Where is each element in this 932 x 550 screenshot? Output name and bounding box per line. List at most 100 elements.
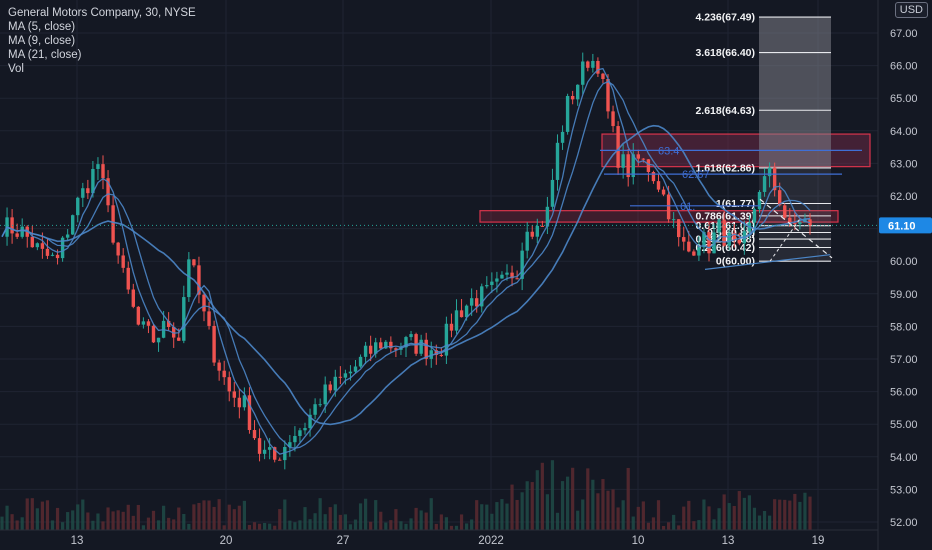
volume-bar: [66, 512, 70, 530]
candle-body: [722, 219, 726, 246]
trend-drawings[interactable]: [0, 149, 878, 270]
volume-bar: [96, 513, 100, 530]
candle-body: [459, 310, 464, 318]
candle-body: [348, 371, 353, 374]
volume-bar: [55, 507, 60, 530]
candle-body: [86, 188, 90, 194]
volume-bar: [30, 498, 34, 530]
volume-bar: [338, 514, 342, 530]
candle-body: [555, 142, 560, 180]
volume-bar: [722, 494, 726, 530]
trendline-lower[interactable]: [704, 254, 831, 270]
volume-bar: [540, 462, 544, 530]
volume-bar: [757, 515, 762, 530]
candle-body: [207, 311, 211, 326]
candle-body: [500, 274, 504, 279]
volume-bar: [641, 501, 645, 530]
y-tick-label: 55.00: [890, 419, 918, 431]
candle-body: [212, 325, 216, 363]
projection-leg[interactable]: [769, 218, 801, 262]
volume-bar: [510, 484, 514, 530]
projection-dashed-line[interactable]: [759, 198, 833, 259]
candle-body: [192, 259, 196, 266]
volume-bar: [121, 511, 125, 530]
legend-ma5[interactable]: MA (5, close): [8, 21, 76, 33]
volume-bar: [25, 498, 29, 530]
x-tick-label: 13: [71, 535, 84, 547]
x-tick-label: 13: [722, 535, 735, 547]
volume-bar: [384, 522, 388, 530]
candle-body: [495, 278, 499, 282]
volume-bar: [167, 517, 171, 530]
volume-bar: [91, 520, 95, 530]
currency-badge[interactable]: USD: [894, 2, 928, 18]
candle-body: [464, 305, 469, 318]
candle-body: [480, 286, 484, 307]
candle-body: [106, 178, 110, 206]
candle-body: [202, 294, 206, 312]
candle-body: [651, 171, 656, 182]
candle-body: [151, 325, 156, 343]
y-tick-label: 57.00: [890, 354, 918, 366]
legend-volume[interactable]: Vol: [8, 63, 24, 75]
candle-body: [576, 84, 580, 100]
volume-bar: [606, 490, 610, 530]
y-tick-label: 59.00: [890, 289, 918, 301]
candle-body: [242, 395, 247, 408]
volume-bar: [768, 515, 772, 530]
candle-body: [535, 225, 539, 237]
volume-bar: [742, 497, 746, 530]
legend-ma9[interactable]: MA (9, close): [8, 35, 76, 47]
volume-bar: [631, 516, 635, 530]
y-tick-label: 66.00: [890, 61, 918, 73]
x-tick-label: 10: [632, 535, 645, 547]
fib-extension-zone[interactable]: [759, 17, 831, 168]
volume-bar: [692, 521, 696, 530]
fibonacci-extension[interactable]: 4.236(67.49) 3.618(66.40) 2.618(64.63) 1.61…: [695, 12, 831, 268]
candle-body: [116, 242, 120, 256]
candle-body: [752, 209, 757, 223]
candle-body: [177, 337, 181, 341]
volume-bar: [449, 525, 454, 530]
volume-bar: [10, 514, 14, 530]
volume-bar: [414, 507, 418, 530]
candle-body: [298, 430, 302, 436]
candle-body: [656, 181, 661, 190]
candle-body: [293, 435, 297, 443]
y-tick-label: 62.00: [890, 191, 918, 203]
legend-ma21[interactable]: MA (21, close): [8, 49, 82, 61]
y-tick-label: 54.00: [890, 452, 918, 464]
candle-body: [338, 376, 343, 378]
volume-bar: [156, 520, 161, 530]
volume-bar: [697, 520, 701, 530]
volume-bar: [242, 500, 246, 530]
fib-level-label: 1.618(62.86): [695, 162, 755, 174]
fib-level-label: 3.618(66.40): [695, 47, 755, 59]
volume-bar: [177, 507, 181, 530]
volume-bar: [732, 506, 736, 530]
volume-bar: [268, 523, 272, 530]
candle-body: [353, 366, 358, 372]
y-tick-label: 67.00: [890, 28, 918, 40]
candle-body: [419, 339, 423, 354]
candle-body: [757, 191, 762, 210]
volume-bar: [394, 509, 398, 530]
volume-bar: [793, 493, 797, 530]
y-tick-label: 52.00: [890, 517, 918, 529]
volume-bar: [636, 506, 640, 530]
volume-bar: [192, 504, 196, 530]
candle-body: [404, 337, 408, 348]
volume-bar: [343, 514, 347, 530]
candle-body: [172, 326, 176, 338]
volume-bar: [646, 522, 650, 530]
mid-resistance-zone[interactable]: [479, 210, 839, 223]
volume-bar: [651, 517, 656, 530]
volume-bar: [81, 499, 85, 530]
last-price-tag: [879, 217, 932, 234]
y-tick-label: 64.00: [890, 126, 918, 138]
volume-bar: [586, 468, 590, 530]
y-tick-label: 56.00: [890, 387, 918, 399]
candle-body: [111, 205, 115, 243]
